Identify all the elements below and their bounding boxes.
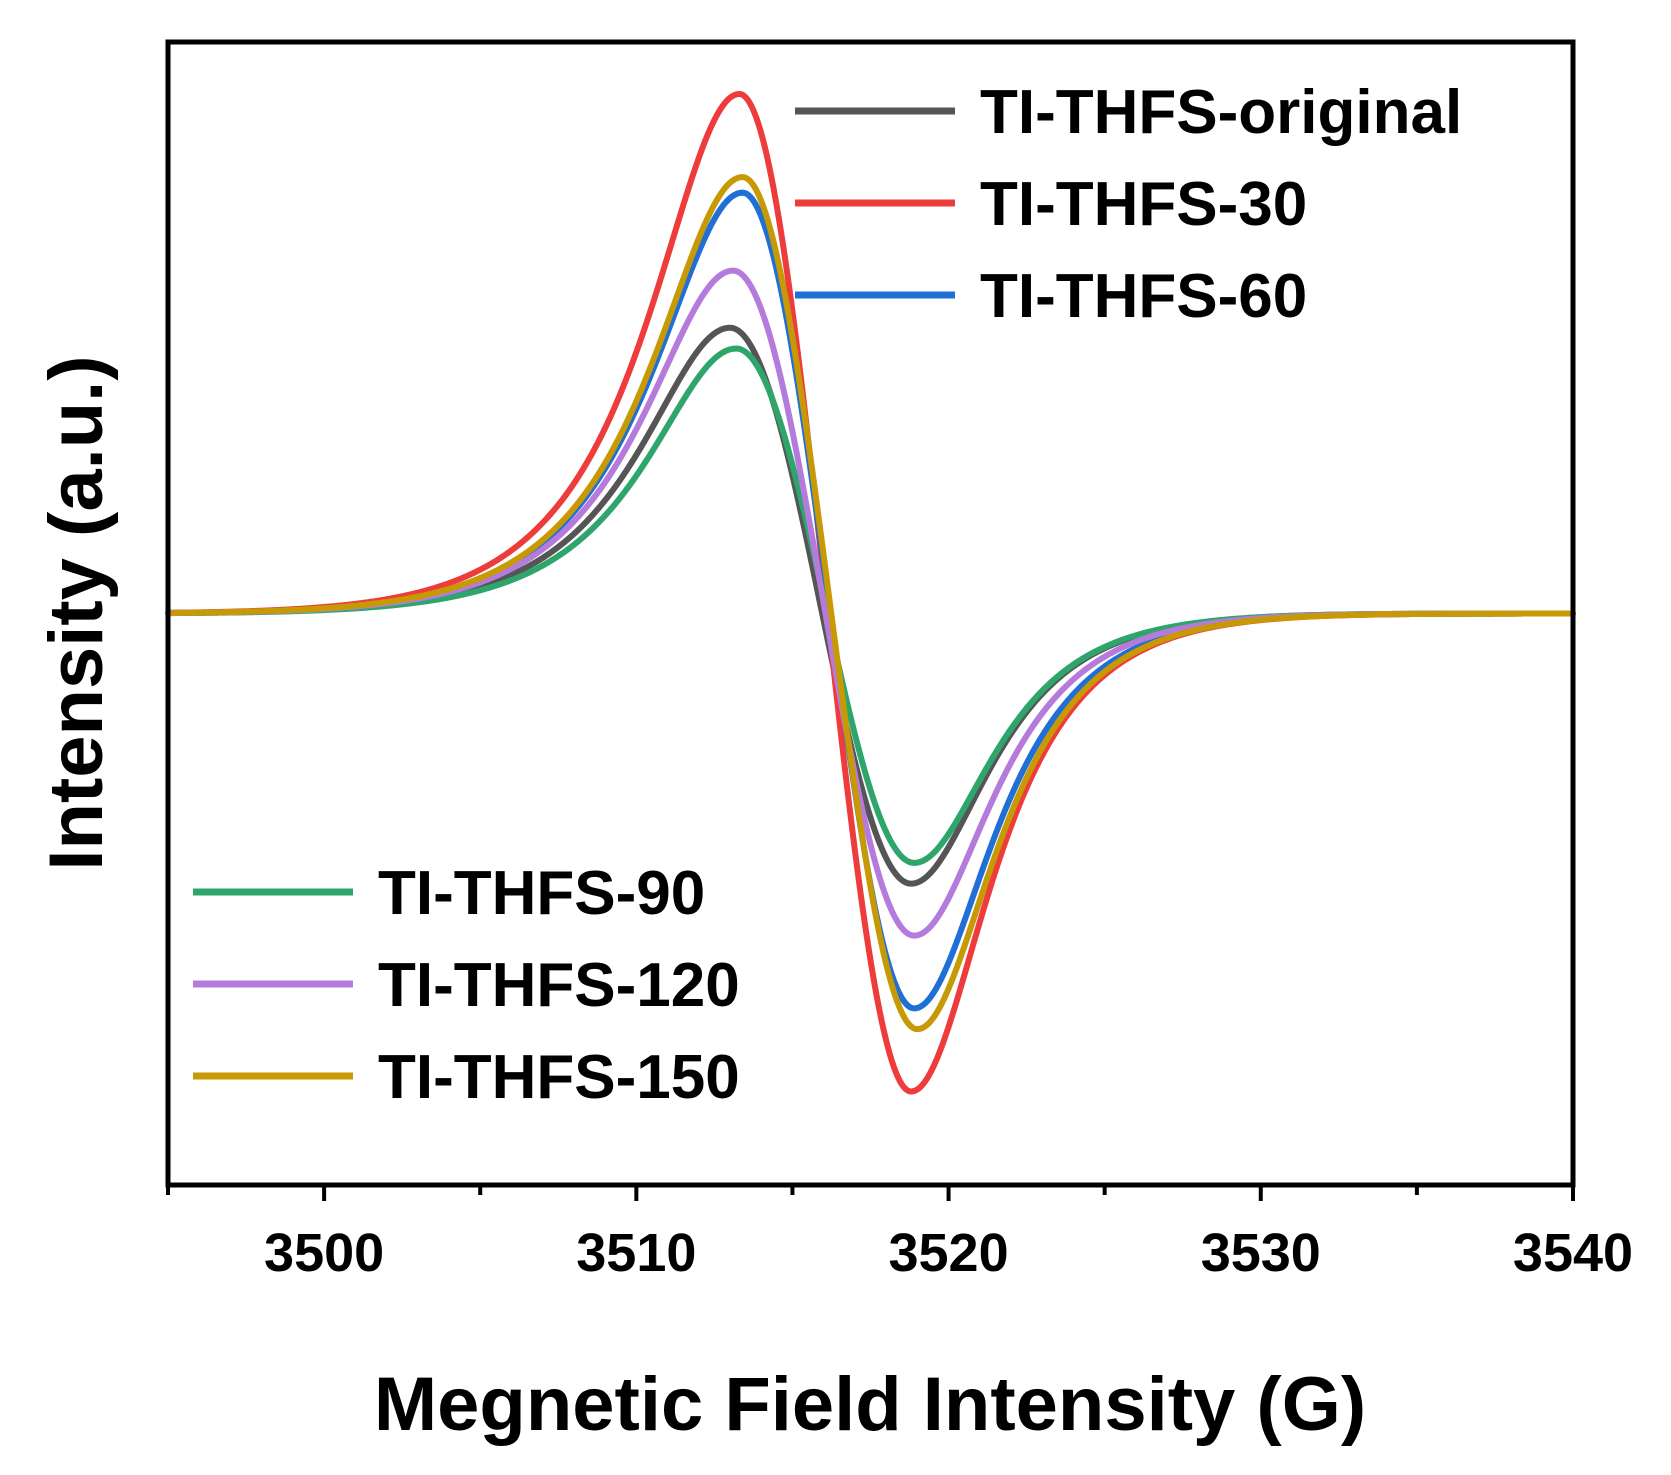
legend-label-ti-thfs-60: TI-THFS-60 bbox=[980, 262, 1307, 331]
legend-label-ti-thfs-150: TI-THFS-150 bbox=[378, 1043, 740, 1112]
legend-label-ti-thfs-90: TI-THFS-90 bbox=[378, 859, 705, 928]
series-line-ti-thfs-150 bbox=[165, 174, 1576, 1033]
plot-frame bbox=[165, 39, 1576, 1188]
series-line-ti-thfs-30 bbox=[165, 90, 1576, 1095]
x-tick-label: 3530 bbox=[1201, 1223, 1321, 1283]
x-tick-label: 3510 bbox=[576, 1223, 696, 1283]
y-axis-title: Intensity (a.u.) bbox=[34, 355, 119, 870]
legend-label-ti-thfs-120: TI-THFS-120 bbox=[378, 951, 740, 1020]
x-tick-label: 3540 bbox=[1513, 1223, 1633, 1283]
legend-label-ti-thfs-30: TI-THFS-30 bbox=[980, 170, 1307, 239]
x-tick-label: 3500 bbox=[264, 1223, 384, 1283]
legend: TI-THFS-original TI-THFS-30 TI-THFS-60 TI-T… bbox=[193, 78, 1462, 1112]
legend-label-ti-thfs-original: TI-THFS-original bbox=[980, 78, 1462, 147]
series-layer bbox=[165, 90, 1576, 1095]
x-axis-title: Megnetic Field Intensity (G) bbox=[374, 1362, 1366, 1447]
x-tick-label: 3520 bbox=[888, 1223, 1008, 1283]
x-axis-ticks: 3500 3510 3520 3530 3540 bbox=[166, 1185, 1633, 1283]
